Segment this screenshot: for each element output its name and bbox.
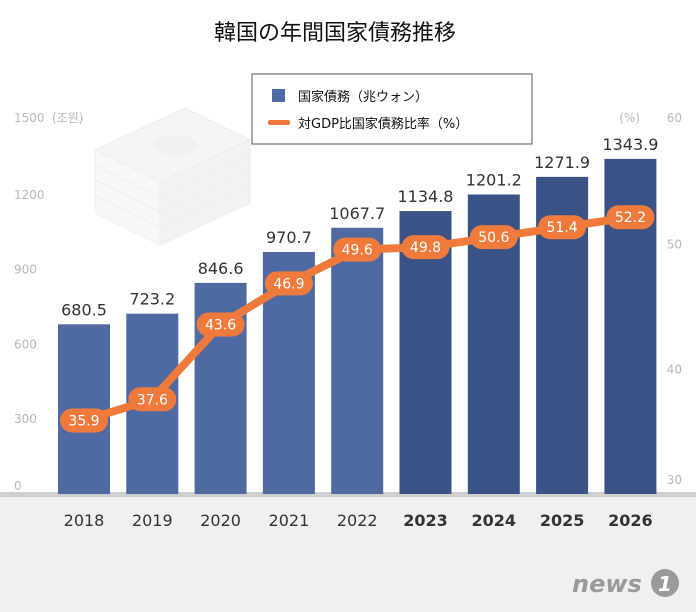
bar-value-label: 1271.9 [534,153,590,172]
ratio-point-2018 [60,408,108,433]
right-tick-label: 30 [667,473,682,487]
news1-logo: news 1 [572,569,679,598]
left-tick-label: 600 [14,337,37,351]
banknote-stack-icon [93,107,252,246]
category-label: 2022 [337,511,378,530]
ratio-line-group: 35.9 37.6 43.6 46.9 49.6 49.8 50.6 51.4 52.2 [60,205,655,433]
bar-value-label: 1201.2 [466,171,522,190]
bar-value-label: 1343.9 [602,135,658,154]
legend-box [251,73,533,145]
left-axis-ticks: 0 300 600 900 1200 1500 [14,111,45,493]
bar-value-label: 970.7 [266,228,312,247]
category-label: 2020 [200,511,241,530]
legend-swatch-debt [272,89,285,102]
ratio-value-label: 52.2 [615,210,646,226]
ratio-point-2024 [469,225,518,250]
category-label: 2026 [608,511,653,530]
right-tick-label: 60 [667,111,682,125]
chart-title: 韓国の年間国家債務推移 [214,21,456,46]
category-labels-group: 2018 2019 2020 2021 2022 2023 2024 2025 2026 [64,511,653,530]
left-tick-label: 0 [14,479,22,493]
ratio-value-label: 51.4 [547,220,578,236]
footer-band [0,495,696,612]
ratio-point-2023 [401,235,450,260]
bar-2022 [331,227,384,494]
bar-value-label: 680.5 [61,300,107,319]
ratio-value-label: 35.9 [68,413,99,429]
ratio-value-label: 49.8 [410,240,441,256]
bar-value-label: 846.6 [198,259,244,278]
bar-value-label: 1134.8 [398,187,454,206]
ratio-point-2020 [196,312,245,337]
left-tick-label: 300 [14,412,37,426]
category-label: 2024 [472,511,517,530]
left-tick-label: 1500 [14,111,45,125]
ratio-point-2019 [128,387,177,412]
logo-wordmark: news [572,570,642,598]
left-axis-unit: (조원) [52,111,83,125]
left-tick-label: 900 [14,263,37,277]
left-tick-label: 1200 [14,188,45,202]
ratio-point-2022 [333,237,382,262]
legend-label-debt: 国家債務（兆ウォン） [298,89,428,105]
bar-labels-group: 680.5 723.2 846.6 970.7 1067.7 1134.8 1201.2 12… [61,135,658,319]
category-label: 2018 [64,511,105,530]
logo-badge [651,569,679,597]
legend-label-ratio: 対GDP比国家債務比率（%） [298,116,468,132]
right-tick-label: 50 [667,238,682,252]
category-label: 2023 [403,511,448,530]
right-axis-unit: (%) [619,111,640,125]
ratio-value-label: 49.6 [342,243,373,259]
category-label: 2021 [269,511,310,530]
ratio-value-label: 43.6 [205,317,236,333]
ratio-value-label: 46.9 [273,276,304,292]
category-label: 2025 [540,511,585,530]
chart-baseline [0,492,696,497]
right-axis-ticks: 30 40 50 60 [667,111,682,487]
ratio-value-label: 50.6 [478,230,509,246]
ratio-point-2025 [538,215,587,240]
category-label: 2019 [132,511,173,530]
ratio-value-label: 37.6 [137,392,168,408]
legend-swatch-ratio [268,120,290,125]
ratio-point-2026 [606,205,655,230]
logo-badge-number: 1 [658,572,672,596]
right-tick-label: 40 [667,362,682,376]
ratio-point-2021 [264,271,313,296]
legend: 国家債務（兆ウォン） 対GDP比国家債務比率（%） [251,73,533,145]
bar-value-label: 723.2 [129,290,175,309]
bar-value-label: 1067.7 [329,204,385,223]
